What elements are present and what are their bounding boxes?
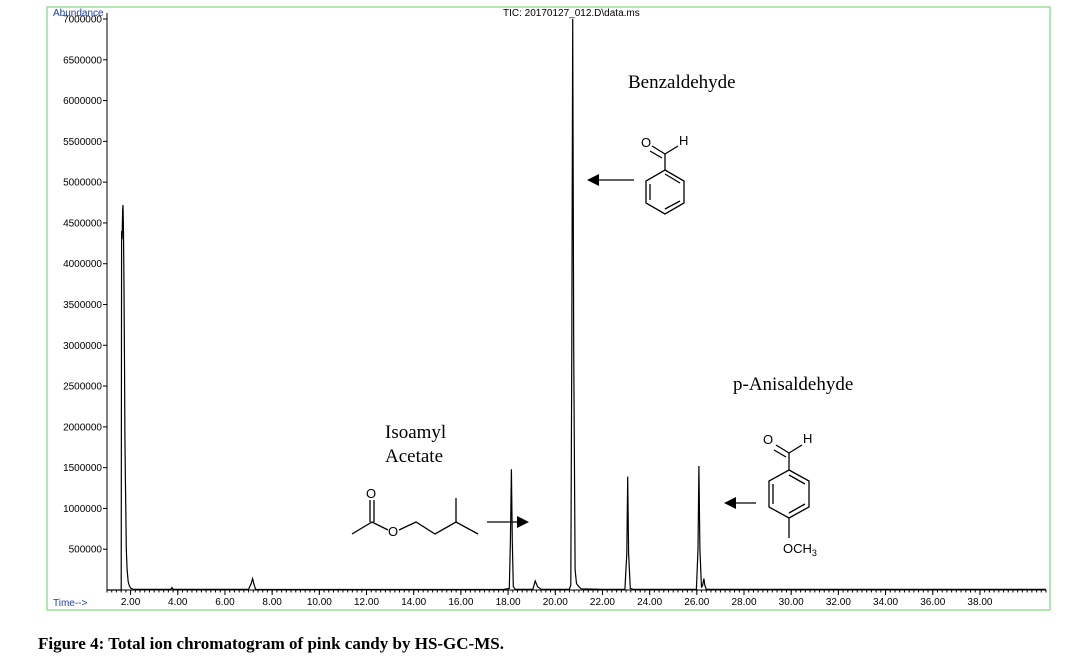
y-tick-label: 6500000 (63, 55, 102, 66)
svg-text:O: O (641, 135, 651, 150)
x-tick-label: 6.00 (215, 597, 235, 608)
svg-text:O: O (366, 486, 376, 501)
svg-text:H: H (679, 133, 688, 148)
x-tick-label: 4.00 (168, 597, 188, 608)
y-tick-label: 4500000 (63, 218, 102, 229)
y-tick-label: 2500000 (63, 382, 102, 393)
y-axis-label: Abundance (53, 8, 104, 19)
y-tick-label: 7000000 (63, 15, 102, 26)
benzaldehyde-arrow (587, 174, 634, 186)
isoamyl-acetate-structure: O O (351, 486, 479, 539)
acetate-label: Acetate (385, 446, 443, 467)
y-tick-label: 5500000 (63, 137, 102, 148)
y-tick-label: 1000000 (63, 504, 102, 515)
y-ticks: 500000 1000000 1500000 2000000 2500000 300000… (63, 15, 107, 556)
x-tick-label: 24.00 (637, 597, 662, 608)
x-tick-label: 12.00 (354, 597, 379, 608)
y-tick-label: 6000000 (63, 96, 102, 107)
x-ticks: 2.00 4.00 6.00 8.00 10.00 12.00 14.00 16.00 18.0… (106, 590, 1047, 608)
y-tick-label: 3000000 (63, 341, 102, 352)
isoamyl-label: Isoamyl (385, 422, 446, 443)
tic-trace (107, 18, 1046, 591)
x-tick-label: 20.00 (543, 597, 568, 608)
p-anisaldehyde-arrow (724, 497, 756, 509)
x-tick-label: 28.00 (731, 597, 756, 608)
p-anisaldehyde-label: p-Anisaldehyde (733, 374, 853, 395)
x-tick-label: 8.00 (262, 597, 282, 608)
y-tick-label: 4000000 (63, 259, 102, 270)
y-tick-label: 500000 (69, 545, 103, 556)
x-tick-label: 16.00 (448, 597, 473, 608)
x-tick-label: 14.00 (401, 597, 426, 608)
x-tick-label: 32.00 (826, 597, 851, 608)
x-tick-label: 26.00 (684, 597, 709, 608)
y-tick-label: 1500000 (63, 463, 102, 474)
benzaldehyde-structure: O H (641, 133, 688, 215)
plot-frame (46, 6, 1051, 611)
x-tick-label: 34.00 (873, 597, 898, 608)
x-tick-label: 18.00 (496, 597, 521, 608)
svg-text:H: H (803, 431, 812, 446)
chromatogram-chart: 500000 1000000 1500000 2000000 2500000 300000… (46, 6, 1051, 611)
x-tick-label: 2.00 (121, 597, 141, 608)
x-tick-label: 38.00 (967, 597, 992, 608)
svg-text:O: O (388, 524, 398, 539)
traces (107, 18, 1046, 591)
y-tick-label: 2000000 (63, 422, 102, 433)
svg-text:OCH3: OCH3 (783, 541, 817, 558)
x-axis-label: Time--> (53, 598, 88, 609)
x-tick-label: 22.00 (590, 597, 615, 608)
chart-title: TIC: 20170127_012.D\data.ms (503, 8, 640, 19)
x-tick-label: 36.00 (920, 597, 945, 608)
y-tick-label: 3500000 (63, 300, 102, 311)
figure-caption: Figure 4: Total ion chromatogram of pink… (38, 634, 504, 653)
y-tick-label: 5000000 (63, 178, 102, 189)
benzaldehyde-label: Benzaldehyde (628, 72, 736, 93)
p-anisaldehyde-structure: O H OCH3 (763, 431, 817, 558)
svg-text:O: O (763, 432, 773, 447)
axes (106, 13, 1046, 591)
isoamyl-acetate-arrow (487, 516, 529, 528)
x-tick-label: 30.00 (779, 597, 804, 608)
x-tick-label: 10.00 (307, 597, 332, 608)
